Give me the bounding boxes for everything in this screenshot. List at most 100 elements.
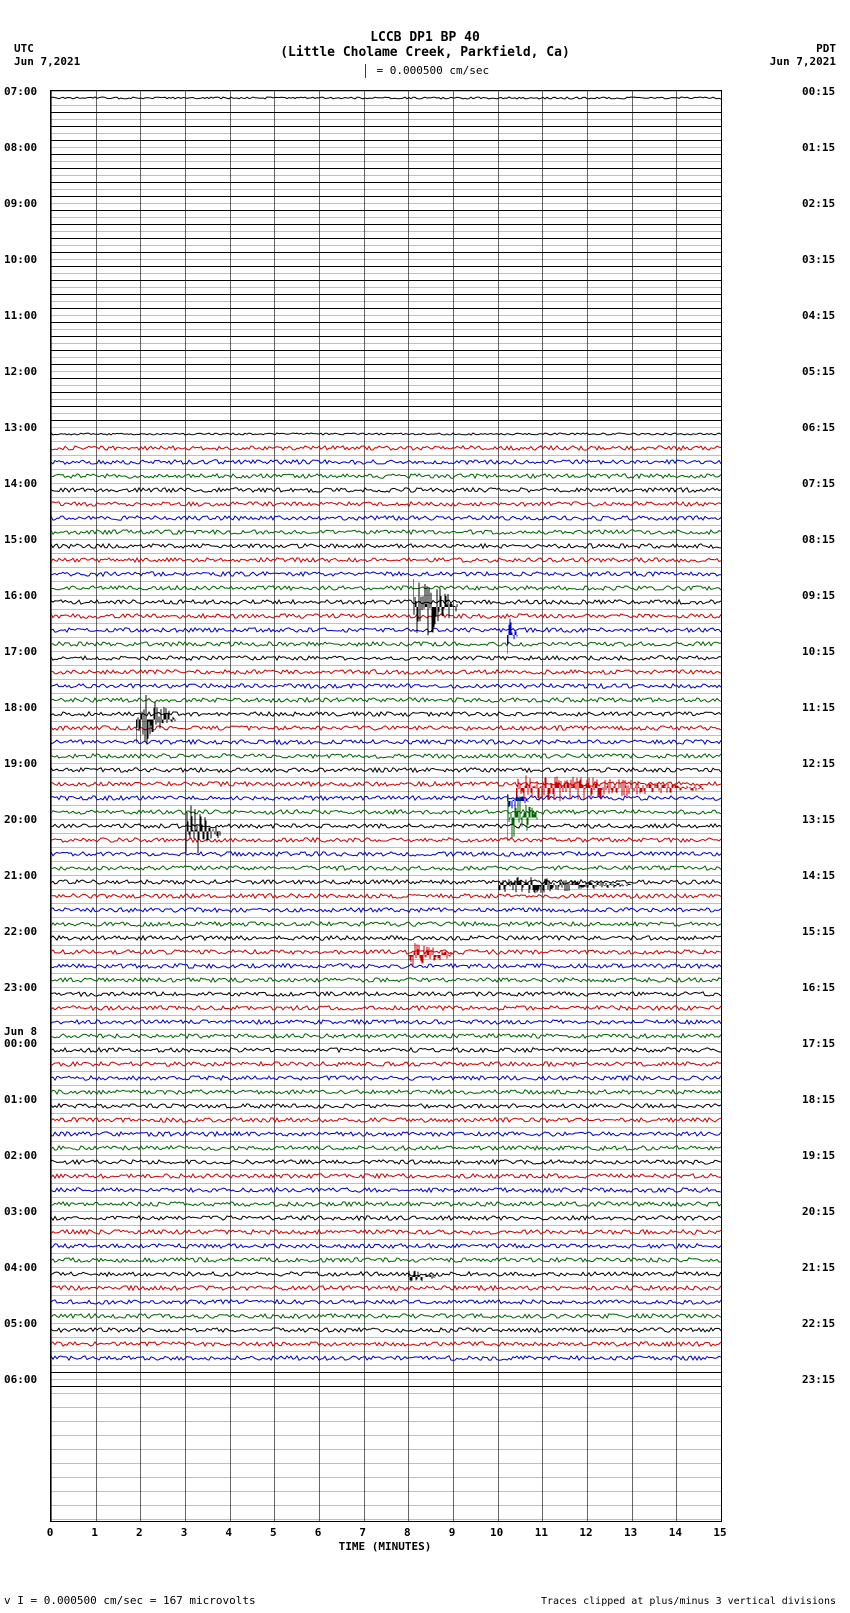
right-hour-label: 04:15: [802, 310, 846, 321]
gridline-horizontal: [51, 791, 721, 792]
trace-row: [51, 399, 721, 413]
gridline-horizontal: [51, 427, 721, 428]
trace-row: [51, 553, 721, 567]
gridline-horizontal: [51, 147, 721, 148]
gridline-horizontal: [51, 763, 721, 764]
chart-subtitle: (Little Cholame Creek, Parkfield, Ca): [0, 45, 850, 60]
seismic-event: [507, 610, 518, 660]
trace-row: [51, 413, 721, 427]
gridline-horizontal: [51, 1113, 721, 1114]
gridline-horizontal: [51, 567, 721, 568]
gridline-horizontal: [51, 973, 721, 974]
right-hour-label: 20:15: [802, 1206, 846, 1217]
trace-row: [51, 1001, 721, 1015]
trace-row: [51, 1127, 721, 1141]
gridline-horizontal: [51, 595, 721, 596]
x-tick: 14: [660, 1526, 690, 1539]
gridline-horizontal: [51, 1463, 721, 1464]
trace-row: [51, 119, 721, 133]
left-hour-label: 04:00: [4, 1262, 48, 1273]
right-hour-label: 15:15: [802, 926, 846, 937]
trace-row: [51, 1295, 721, 1309]
gridline-horizontal: [51, 259, 721, 260]
trace-row: [51, 329, 721, 343]
trace-row: [51, 1043, 721, 1057]
gridline-horizontal: [51, 511, 721, 512]
trace-row: [51, 315, 721, 329]
plot-area: [50, 90, 722, 1522]
x-tick: 13: [616, 1526, 646, 1539]
trace-row: [51, 497, 721, 511]
left-hour-label: 11:00: [4, 310, 48, 321]
right-hour-label: 02:15: [802, 198, 846, 209]
gridline-horizontal: [51, 371, 721, 372]
gridline-vertical: [721, 91, 722, 1521]
footer-right: Traces clipped at plus/minus 3 vertical …: [541, 1596, 836, 1607]
gridline-horizontal: [51, 1001, 721, 1002]
x-tick: 12: [571, 1526, 601, 1539]
gridline-horizontal: [51, 1393, 721, 1394]
left-hour-label: 07:00: [4, 86, 48, 97]
trace-row: [51, 637, 721, 651]
trace-row: [51, 539, 721, 553]
right-hour-label: 16:15: [802, 982, 846, 993]
gridline-horizontal: [51, 329, 721, 330]
gridline-horizontal: [51, 1253, 721, 1254]
trace-row: [51, 861, 721, 875]
gridline-horizontal: [51, 665, 721, 666]
right-hour-label: 21:15: [802, 1262, 846, 1273]
left-hour-label: 00:00: [4, 1038, 48, 1049]
trace-row: [51, 651, 721, 665]
right-hour-label: 14:15: [802, 870, 846, 881]
left-hour-label: 06:00: [4, 1374, 48, 1385]
left-hour-label: 13:00: [4, 422, 48, 433]
trace-row: [51, 1239, 721, 1253]
left-hour-label: 16:00: [4, 590, 48, 601]
trace-row: [51, 1351, 721, 1365]
gridline-horizontal: [51, 1407, 721, 1408]
chart-title: LCCB DP1 BP 40: [0, 0, 850, 45]
tz-right-date: Jun 7,2021: [770, 55, 836, 68]
gridline-horizontal: [51, 637, 721, 638]
left-hour-label: 14:00: [4, 478, 48, 489]
gridline-horizontal: [51, 1281, 721, 1282]
right-hour-label: 08:15: [802, 534, 846, 545]
gridline-horizontal: [51, 1295, 721, 1296]
gridline-horizontal: [51, 1127, 721, 1128]
gridline-horizontal: [51, 847, 721, 848]
left-hour-label: Jun 8: [4, 1026, 48, 1037]
gridline-horizontal: [51, 707, 721, 708]
x-axis-title: TIME (MINUTES): [50, 1540, 720, 1553]
gridline-horizontal: [51, 875, 721, 876]
right-hour-label: 17:15: [802, 1038, 846, 1049]
right-hour-label: 12:15: [802, 758, 846, 769]
trace-row: [51, 987, 721, 1001]
timezone-left: UTC Jun 7,2021: [14, 42, 80, 68]
trace-row: [51, 847, 721, 861]
trace-row: [51, 917, 721, 931]
gridline-horizontal: [51, 1435, 721, 1436]
gridline-horizontal: [51, 1379, 721, 1380]
left-hour-label: 02:00: [4, 1150, 48, 1161]
gridline-horizontal: [51, 623, 721, 624]
trace-row: [51, 427, 721, 441]
gridline-horizontal: [51, 315, 721, 316]
gridline-horizontal: [51, 1491, 721, 1492]
trace-row: [51, 903, 721, 917]
gridline-horizontal: [51, 245, 721, 246]
trace-row: [51, 217, 721, 231]
right-hour-label: 06:15: [802, 422, 846, 433]
trace-row: [51, 175, 721, 189]
gridline-horizontal: [51, 1169, 721, 1170]
tz-left-label: UTC: [14, 42, 80, 55]
gridline-horizontal: [51, 483, 721, 484]
gridline-horizontal: [51, 833, 721, 834]
trace-row: [51, 133, 721, 147]
gridline-horizontal: [51, 1183, 721, 1184]
gridline-horizontal: [51, 1071, 721, 1072]
gridline-horizontal: [51, 581, 721, 582]
gridline-horizontal: [51, 903, 721, 904]
trace-row: [51, 567, 721, 581]
trace-row: [51, 1281, 721, 1295]
gridline-horizontal: [51, 539, 721, 540]
